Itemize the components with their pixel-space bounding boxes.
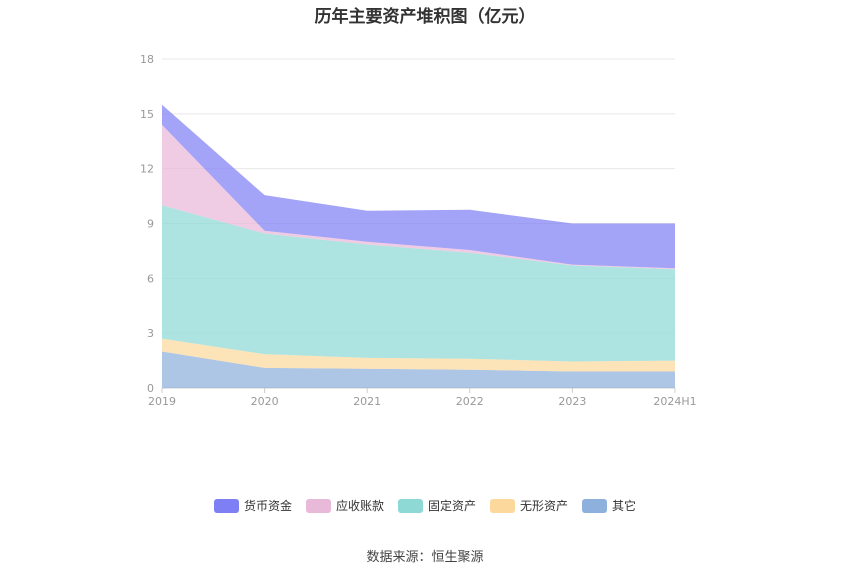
x-tick-label-3: 2022 bbox=[456, 395, 484, 408]
y-tick-label-6: 18 bbox=[140, 53, 154, 66]
x-tick-label-1: 2020 bbox=[251, 395, 279, 408]
area-series-0 bbox=[162, 351, 675, 388]
legend-item-2[interactable]: 固定资产 bbox=[397, 497, 476, 514]
y-tick-label-0: 0 bbox=[147, 382, 154, 395]
y-tick-label-5: 15 bbox=[140, 108, 154, 121]
area-series-1 bbox=[162, 338, 675, 372]
legend-label: 货币资金 bbox=[243, 499, 292, 513]
y-tick-label-3: 9 bbox=[147, 218, 154, 231]
legend-swatch bbox=[213, 498, 239, 513]
legend-label: 无形资产 bbox=[520, 499, 569, 513]
legend-item-4[interactable]: 其它 bbox=[582, 497, 636, 514]
legend-swatch bbox=[582, 498, 608, 513]
chart-title: 历年主要资产堆积图（亿元） bbox=[314, 7, 536, 27]
y-tick-label-2: 6 bbox=[147, 272, 154, 285]
x-tick-label-0: 2019 bbox=[148, 395, 176, 408]
x-tick-label-5: 2024H1 bbox=[653, 395, 696, 408]
x-tick-label-4: 2023 bbox=[558, 395, 586, 408]
legend-swatch bbox=[490, 498, 515, 513]
legend-item-3[interactable]: 无形资产 bbox=[490, 497, 568, 514]
legend-swatch bbox=[305, 498, 331, 513]
data-source-note: 数据来源：恒生聚源 bbox=[366, 550, 484, 565]
area-series-4 bbox=[162, 104, 675, 269]
chart-legend: 货币资金 应收账款 固定资产 无形资产 其它 bbox=[0, 497, 850, 514]
area-series-2 bbox=[162, 205, 675, 362]
y-tick-label-1: 3 bbox=[147, 327, 154, 340]
legend-item-0[interactable]: 货币资金 bbox=[213, 497, 292, 514]
y-tick-label-4: 12 bbox=[140, 163, 154, 176]
x-tick-label-2: 2021 bbox=[353, 395, 381, 408]
legend-item-1[interactable]: 应收账款 bbox=[305, 497, 384, 514]
legend-label: 其它 bbox=[612, 499, 637, 513]
legend-swatch bbox=[397, 498, 423, 513]
legend-label: 固定资产 bbox=[427, 499, 476, 513]
legend-label: 应收账款 bbox=[335, 499, 384, 513]
